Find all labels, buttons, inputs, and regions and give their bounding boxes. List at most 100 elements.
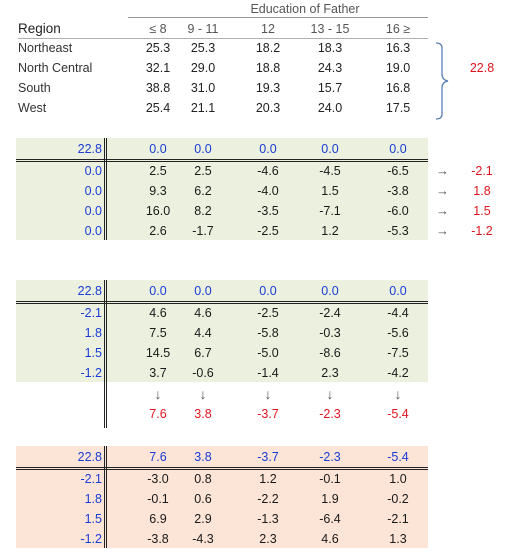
table2-row-effect: 1.5 — [84, 346, 102, 360]
grand-median: 22.8 — [469, 61, 495, 75]
table2-col-median: 3.8 — [194, 407, 212, 421]
column-header: 9 - 11 — [187, 22, 219, 36]
source-cell: 25.3 — [145, 41, 171, 55]
table1-cell: -3.5 — [257, 204, 279, 218]
region-label: West — [18, 101, 47, 115]
table2-cell: 4.6 — [194, 306, 212, 320]
table2-cell: 14.5 — [145, 346, 171, 360]
education-of-father-title: Education of Father — [250, 2, 360, 16]
table2-col-effect: 0.0 — [321, 284, 339, 298]
table3-cell: -4.3 — [192, 532, 214, 546]
table3-cell: 1.2 — [259, 472, 277, 486]
region-label: South — [18, 81, 51, 95]
table3-row-effect: -2.1 — [80, 472, 102, 486]
table3-header-divider — [16, 467, 428, 470]
table2-cell: 2.3 — [321, 366, 339, 380]
table3-cell: 1.9 — [321, 492, 339, 506]
table3-row-effect: 1.5 — [84, 512, 102, 526]
right-arrow-icon: → — [436, 183, 449, 198]
table2-col-effect: 0.0 — [149, 284, 167, 298]
column-header: ≤ 8 — [149, 22, 167, 36]
bracket-icon — [435, 42, 449, 120]
table1-header-divider — [16, 159, 428, 162]
source-cell: 21.1 — [190, 101, 216, 115]
table1-cell: -5.3 — [387, 224, 409, 238]
right-arrow-icon: → — [436, 203, 449, 218]
table2-cell: 6.7 — [194, 346, 212, 360]
table3-cell: -3.8 — [147, 532, 169, 546]
table1-col-effect: 0.0 — [321, 142, 339, 156]
down-arrow-icon: ↓ — [326, 386, 334, 402]
table1-cell: -6.0 — [387, 204, 409, 218]
table3-cell: 4.6 — [321, 532, 339, 546]
table2-cell: -7.5 — [387, 346, 409, 360]
table3-cell: -0.1 — [319, 472, 341, 486]
table2-cell: -2.5 — [257, 306, 279, 320]
down-arrow-icon: ↓ — [199, 386, 207, 402]
table2-background — [16, 280, 428, 382]
table3-col-effect: -5.4 — [387, 450, 409, 464]
source-cell: 19.0 — [385, 61, 411, 75]
table3-cell: 0.6 — [194, 492, 212, 506]
table1-row-effect: 0.0 — [84, 164, 102, 178]
table2-col-median: 7.6 — [149, 407, 167, 421]
table2-cell: 7.5 — [149, 326, 167, 340]
source-cell: 17.5 — [385, 101, 411, 115]
table2-col-effect: 0.0 — [194, 284, 212, 298]
table1-row-median: 1.8 — [473, 184, 491, 198]
table3-row-effect: -1.2 — [80, 532, 102, 546]
table3-col-effect: 7.6 — [149, 450, 167, 464]
source-cell: 18.8 — [255, 61, 281, 75]
table2-cell: -0.6 — [192, 366, 214, 380]
source-cell: 25.3 — [190, 41, 216, 55]
table2-col-median: -5.4 — [387, 407, 409, 421]
table2-col-median: -2.3 — [319, 407, 341, 421]
table2-col-effect: 0.0 — [259, 284, 277, 298]
table1-cell: 8.2 — [194, 204, 212, 218]
table1-cell: 2.5 — [149, 164, 167, 178]
region-header: Region — [18, 21, 61, 36]
table2-cell: -1.4 — [257, 366, 279, 380]
table1-cell: 1.2 — [321, 224, 339, 238]
table2-cell: -5.6 — [387, 326, 409, 340]
table3-cell: -0.2 — [387, 492, 409, 506]
table1-row-effect: 0.0 — [84, 224, 102, 238]
table3-cell: 2.3 — [259, 532, 277, 546]
table1-cell: 1.5 — [321, 184, 339, 198]
table3-row-effect: 1.8 — [84, 492, 102, 506]
region-label: North Central — [18, 61, 93, 75]
table2-row-effect: 1.8 — [84, 326, 102, 340]
table1-row-median: -1.2 — [471, 224, 493, 238]
table2-cell: 4.6 — [149, 306, 167, 320]
source-cell: 31.0 — [190, 81, 216, 95]
table1-col-effect: 0.0 — [259, 142, 277, 156]
table3-cell: -2.1 — [387, 512, 409, 526]
table1-cell: 2.6 — [149, 224, 167, 238]
table3-col-effect: -3.7 — [257, 450, 279, 464]
right-arrow-icon: → — [436, 163, 449, 178]
table2-cell: -5.8 — [257, 326, 279, 340]
table1-corner: 22.8 — [77, 142, 102, 156]
table2-cell: 4.4 — [194, 326, 212, 340]
table1-background — [16, 138, 428, 240]
source-cell: 32.1 — [145, 61, 171, 75]
header-bottom-line — [18, 38, 428, 39]
table3-cell: 1.3 — [389, 532, 407, 546]
source-cell: 15.7 — [317, 81, 343, 95]
source-cell: 29.0 — [190, 61, 216, 75]
region-label: Northeast — [18, 41, 73, 55]
table1-cell: -4.0 — [257, 184, 279, 198]
table1-row-effect: 0.0 — [84, 184, 102, 198]
table1-cell: -7.1 — [319, 204, 341, 218]
table1-cell: -6.5 — [387, 164, 409, 178]
source-cell: 25.4 — [145, 101, 171, 115]
table3-row-divider — [104, 446, 107, 548]
source-cell: 16.8 — [385, 81, 411, 95]
table2-cell: -0.3 — [319, 326, 341, 340]
table2-cell: -4.2 — [387, 366, 409, 380]
table3-cell: -2.2 — [257, 492, 279, 506]
table3-cell: -1.3 — [257, 512, 279, 526]
table1-col-effect: 0.0 — [389, 142, 407, 156]
table2-col-effect: 0.0 — [389, 284, 407, 298]
table2-cell: -5.0 — [257, 346, 279, 360]
